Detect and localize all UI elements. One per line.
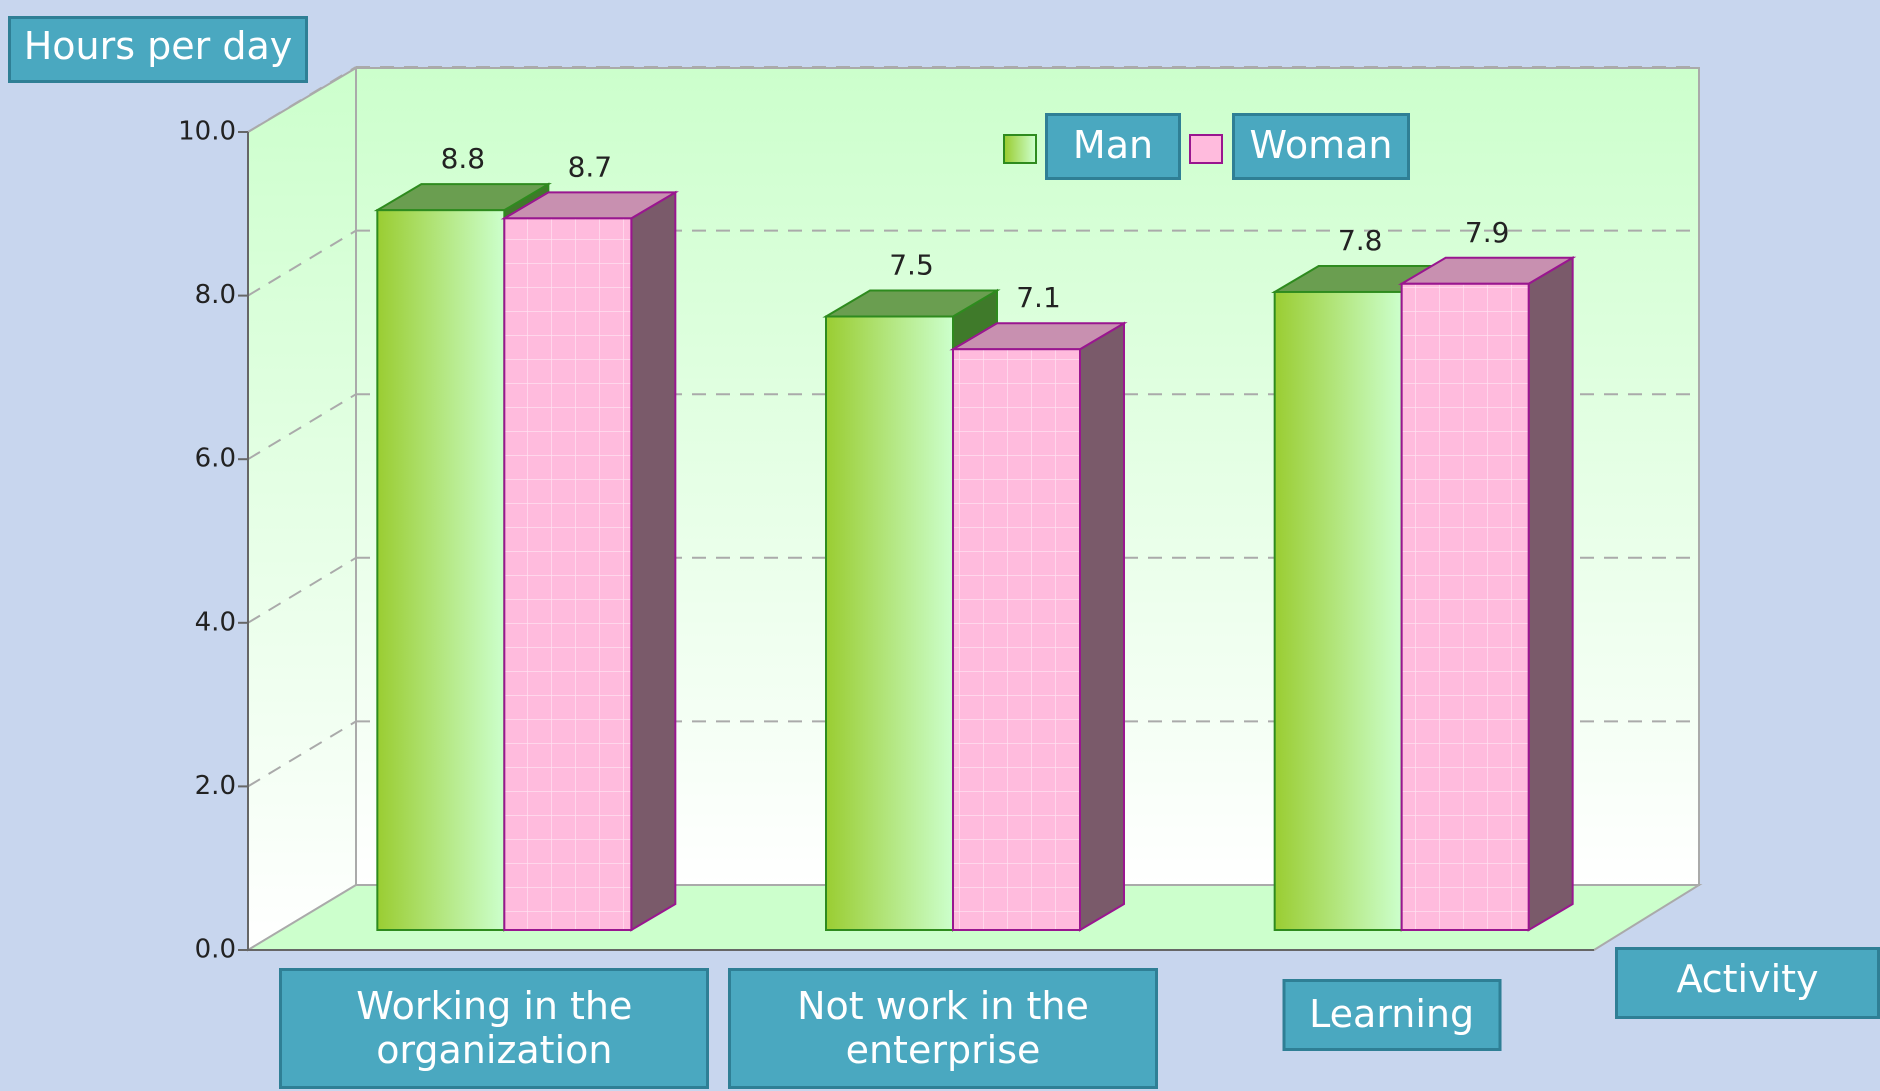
x-tick-label: Not work in the enterprise xyxy=(728,968,1158,1089)
bar-side xyxy=(1079,321,1125,932)
y-tick-label: 2.0 xyxy=(195,771,236,801)
legend-label: Man xyxy=(1045,113,1181,180)
y-tick-label: 6.0 xyxy=(195,444,236,474)
bar-side xyxy=(630,190,677,932)
y-tick-label: 4.0 xyxy=(195,607,236,637)
data-label: 8.7 xyxy=(568,150,613,183)
bar xyxy=(1273,290,1403,931)
data-label: 7.9 xyxy=(1465,216,1510,249)
data-label: 7.1 xyxy=(1016,281,1061,314)
grid-line xyxy=(247,720,357,788)
legend-swatch xyxy=(1003,134,1037,164)
x-tick-label: Learning xyxy=(1282,979,1502,1051)
y-tick-label: 10.0 xyxy=(178,117,236,147)
bar xyxy=(952,348,1081,932)
y-tick-label: 8.0 xyxy=(195,280,236,310)
bar xyxy=(376,209,506,932)
bar xyxy=(825,315,954,931)
grid-line xyxy=(247,393,357,461)
grid-line xyxy=(247,66,357,133)
legend-label: Woman xyxy=(1232,113,1410,180)
grid-line xyxy=(247,556,357,624)
data-label: 7.8 xyxy=(1338,224,1383,257)
y-tick-label: 0.0 xyxy=(195,935,236,965)
legend-swatch xyxy=(1189,134,1223,164)
x-axis-title: Activity xyxy=(1615,947,1880,1019)
grid-line xyxy=(247,229,357,297)
x-tick-label: Working in the organization xyxy=(279,968,710,1089)
bar xyxy=(1400,282,1530,931)
bar xyxy=(503,217,633,931)
side-wall xyxy=(247,66,357,952)
y-axis-title: Hours per day xyxy=(8,16,308,83)
data-label: 8.8 xyxy=(441,142,486,175)
bar-side xyxy=(1527,256,1574,932)
data-label: 7.5 xyxy=(889,249,934,282)
